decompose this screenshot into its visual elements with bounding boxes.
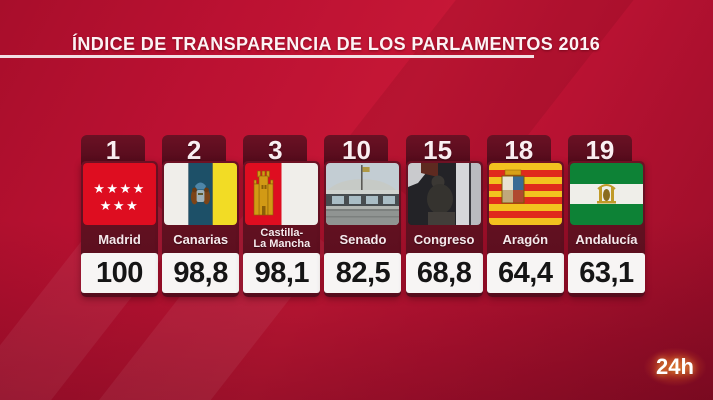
castilla-la-mancha-flag-icon	[245, 163, 319, 225]
rank-badge: 19	[567, 135, 632, 165]
channel-logo-24h: 24h	[644, 348, 706, 386]
region-label: Canarias	[173, 231, 229, 247]
score-box: 98,8	[162, 253, 240, 293]
ranking-row: 1 ★★★★ ★★★ Madrid 100 2	[81, 135, 645, 297]
score-box: 64,4	[486, 253, 564, 293]
region-label: Aragón	[502, 231, 549, 247]
madrid-flag-icon: ★★★★ ★★★	[83, 163, 156, 225]
score-box: 100	[81, 253, 158, 293]
region-label: Andalucía	[575, 231, 638, 247]
ranking-column-congreso: 15 Congreso 68,8	[405, 135, 483, 297]
rank-badge: 10	[324, 135, 389, 165]
ranking-column-aragon: 18	[486, 135, 564, 297]
score-box: 68,8	[405, 253, 483, 293]
score-box: 98,1	[243, 253, 321, 293]
rank-badge: 2	[162, 135, 227, 165]
svg-text:★★★: ★★★	[100, 199, 139, 214]
rank-badge: 3	[243, 135, 308, 165]
score-box: 63,1	[567, 253, 645, 293]
canarias-flag-icon	[164, 163, 238, 225]
congreso-lion-photo	[407, 163, 481, 225]
rank-badge: 1	[81, 135, 145, 165]
ranking-column-madrid: 1 ★★★★ ★★★ Madrid 100	[81, 135, 158, 297]
rank-badge: 18	[486, 135, 551, 165]
andalucia-flag-icon	[569, 163, 643, 225]
senado-building-photo	[326, 163, 400, 225]
aragon-flag-icon	[488, 163, 562, 225]
rank-badge: 15	[405, 135, 470, 165]
ranking-column-senado: 10	[324, 135, 402, 297]
region-label: Congreso	[413, 231, 475, 247]
region-label: Madrid	[98, 231, 141, 247]
title-underline	[0, 55, 534, 58]
ranking-column-andalucia: 19 Andalucía 63,1	[567, 135, 645, 297]
page-title: ÍNDICE DE TRANSPARENCIA DE LOS PARLAMENT…	[72, 34, 601, 54]
svg-text:★★★★: ★★★★	[93, 182, 146, 197]
region-label: Castilla- La Mancha	[253, 226, 311, 250]
ranking-column-canarias: 2 Canarias 98,	[162, 135, 240, 297]
score-box: 82,5	[324, 253, 402, 293]
region-label: Senado	[339, 231, 387, 247]
ranking-column-castilla-la-mancha: 3	[243, 135, 321, 297]
